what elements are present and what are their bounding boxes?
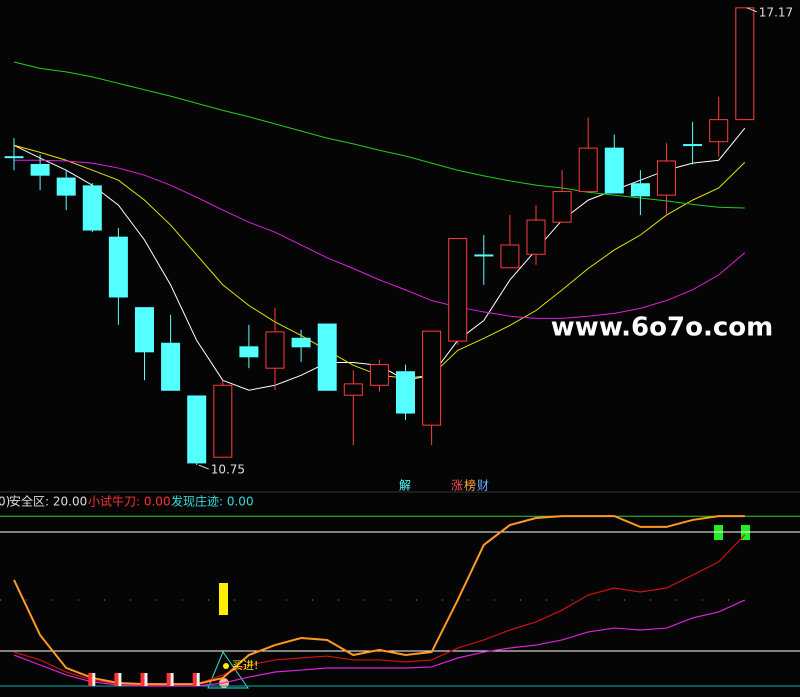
candle-body: [82, 185, 102, 231]
leader: [746, 7, 757, 13]
moving-average: [14, 159, 746, 319]
signal-dot: [223, 663, 229, 669]
signal-text: 榜: [464, 478, 476, 493]
candle-body: [396, 371, 415, 414]
signal-stub: [166, 673, 171, 686]
candle-body: [30, 164, 50, 176]
candle-body: [448, 238, 468, 342]
high-label: 17.17: [759, 5, 793, 19]
legend-text: 小试牛刀: 0.00: [88, 494, 171, 509]
candle-body: [735, 7, 755, 121]
candle-body: [369, 364, 389, 386]
signal-stub: [118, 673, 122, 686]
candle-body: [552, 191, 572, 223]
candle-body: [135, 307, 154, 353]
signal-stub: [88, 673, 93, 686]
candle-body: [630, 183, 650, 197]
candle-body: [604, 147, 624, 194]
candle-body: [187, 395, 207, 464]
legend-text: 0): [0, 495, 10, 509]
candle-body: [265, 331, 285, 369]
legend-text: 安全区: 20.00: [9, 494, 87, 509]
low-label: 10.75: [211, 463, 245, 477]
candle-body: [578, 147, 598, 193]
candle-body: [500, 244, 520, 269]
indicator-line: [13, 534, 746, 686]
candle-body: [422, 330, 442, 426]
moving-average: [13, 61, 745, 209]
signal-stub: [92, 673, 96, 686]
candle-body: [291, 337, 311, 348]
buy-label: 买进!: [232, 659, 258, 672]
signal-stub: [114, 673, 119, 686]
leader: [198, 464, 209, 470]
candle-body: [683, 144, 703, 147]
candle-body: [161, 342, 181, 391]
legend-text: 发现庄迹: 0.00: [171, 494, 254, 509]
candle-body: [317, 323, 337, 391]
candle-body: [108, 236, 128, 298]
candle-body: [343, 383, 363, 396]
signal-text: 涨: [451, 478, 463, 493]
signal-text: 财: [477, 479, 489, 493]
candle-body: [56, 177, 76, 196]
candle-body: [526, 219, 546, 255]
signal-stub: [192, 673, 197, 686]
signal-stub: [144, 673, 148, 686]
signal-stub: [196, 673, 200, 686]
candle-body: [239, 346, 259, 358]
signal-stub: [140, 673, 145, 686]
signal-bar: [219, 583, 228, 615]
candle-body: [4, 156, 24, 159]
indicator-line: [13, 599, 746, 687]
watermark: www.6o7o.com: [551, 313, 773, 343]
candle-body: [657, 160, 676, 196]
signal-text: 解: [399, 479, 411, 493]
candle-body: [474, 254, 494, 257]
candle-body: [213, 384, 233, 458]
candle-body: [709, 119, 729, 143]
signal-stub: [170, 673, 174, 686]
indicator-line: [13, 515, 745, 686]
